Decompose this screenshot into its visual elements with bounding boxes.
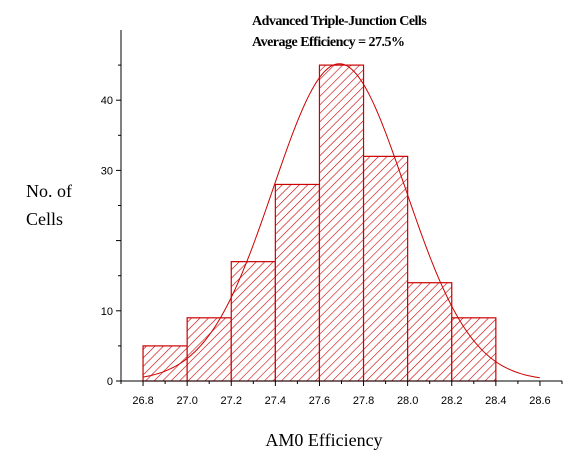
x-tick-label: 27.4	[265, 395, 286, 407]
histogram-bar-3	[230, 261, 276, 382]
y-tick-label: 30	[101, 165, 113, 177]
x-tick-label: 28.4	[485, 395, 506, 407]
y-axis-label-line1: No. of	[26, 181, 72, 201]
gaussian-fit-curve	[142, 63, 541, 379]
x-tick-label: 28.6	[529, 395, 550, 407]
histogram-bar-6	[362, 155, 409, 382]
x-axis-label: AM0 Efficiency	[265, 430, 382, 450]
x-tick-label: 27.0	[176, 395, 197, 407]
chart-title: Advanced Triple-Junction Cells	[252, 14, 427, 29]
histogram-bar-2	[186, 317, 232, 382]
x-tick-label: 26.8	[132, 395, 153, 407]
y-tick-label: 10	[101, 306, 113, 318]
y-axis-label-line2: Cells	[26, 209, 63, 229]
x-tick-label: 28.2	[441, 395, 462, 407]
fit-curve-layer	[142, 63, 541, 379]
x-ticks-layer: 26.8 27.0 27.2 27.4 27.6 27.8 28.0 28.2 28.4 28.6	[120, 381, 563, 407]
x-tick-label: 27.6	[309, 395, 330, 407]
x-tick-label: 28.0	[397, 395, 418, 407]
y-tick-label: 0	[107, 376, 113, 388]
histogram-bar-7	[407, 282, 453, 382]
x-tick-label: 27.2	[221, 395, 242, 407]
y-tick-label: 40	[101, 95, 113, 107]
x-tick-label: 27.8	[353, 395, 374, 407]
y-ticks-layer: 0 10 30 40	[101, 64, 121, 388]
histogram-bar-8	[451, 317, 497, 382]
histogram-bar-5	[318, 64, 365, 382]
bars-layer	[142, 64, 497, 382]
histogram-bar-4	[274, 183, 321, 382]
chart-subtitle: Average Efficiency = 27.5%	[252, 35, 405, 50]
